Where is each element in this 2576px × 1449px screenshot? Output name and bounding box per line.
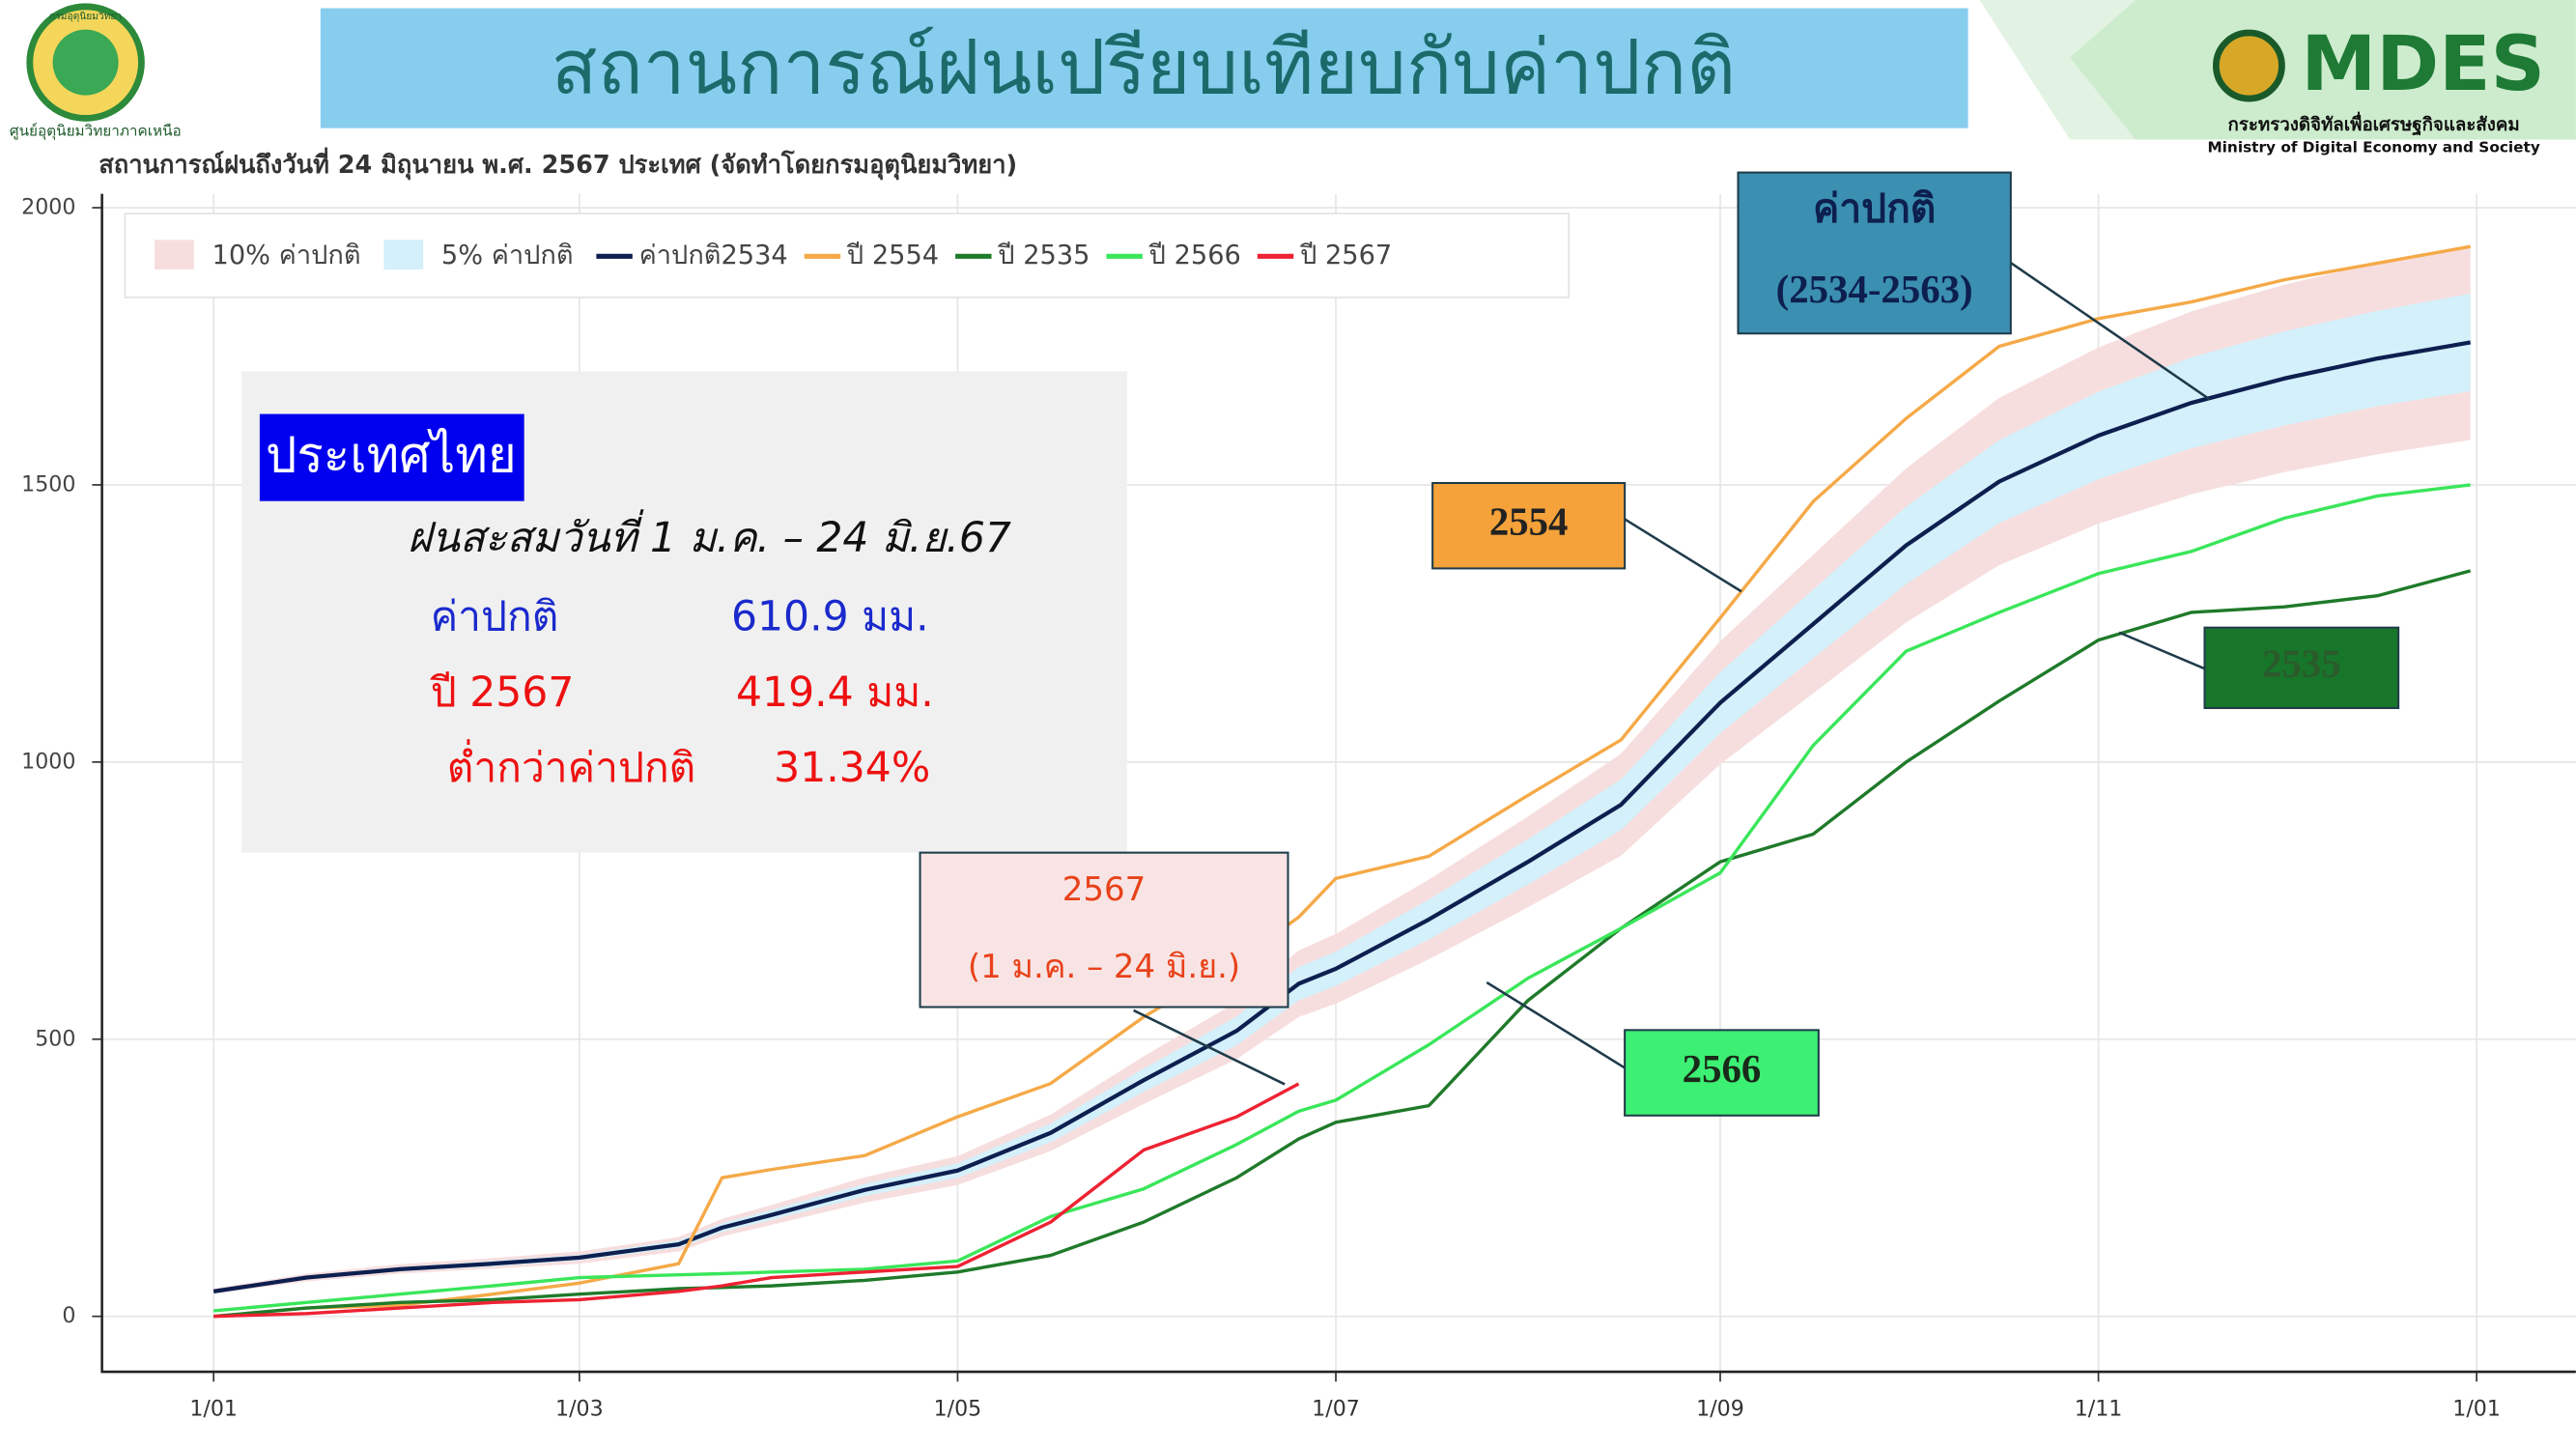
info-value: 31.34%	[774, 745, 930, 792]
y-tick-label: 2000	[21, 195, 75, 220]
x-tick-label: 1/01	[189, 1397, 238, 1422]
series-line	[213, 569, 2472, 1319]
header-decor	[2070, 0, 2576, 140]
legend-label: ปี 2535	[998, 241, 1090, 270]
legend-swatch	[383, 240, 424, 270]
info-label: ต่ำกว่าค่าปกติ	[447, 739, 696, 792]
x-tick-label: 1/11	[2075, 1397, 2123, 1422]
y-tick-label: 500	[35, 1026, 75, 1051]
legend-label: 10% ค่าปกติ	[212, 241, 361, 270]
info-value: 419.4 มม.	[736, 669, 934, 717]
series-line	[213, 483, 2471, 1313]
right-logo-english: Ministry of Digital Economy and Society	[2207, 139, 2539, 156]
x-tick-label: 1/03	[555, 1397, 604, 1422]
right-logo-thai: กระทรวงดิจิทัลเพื่อเศรษฐกิจและสังคม	[2228, 111, 2520, 136]
chart-title: สถานการณ์ฝนถึงวันที่ 24 มิถุนายน พ.ศ. 25…	[99, 147, 1017, 181]
legend-label: 5% ค่าปกติ	[441, 241, 574, 270]
legend-swatch	[155, 240, 194, 270]
info-region: ประเทศไทย	[266, 427, 517, 484]
legend-items: 10% ค่าปกติ 5% ค่าปกติ ค่าปกติ2534 ปี 2554 ป…	[155, 240, 1392, 270]
legend-label: ปี 2554	[847, 241, 940, 270]
right-logo-emblem	[2212, 29, 2285, 102]
axes	[100, 193, 2576, 1374]
annotation-leader	[1624, 518, 1742, 593]
legend-label: ปี 2566	[1148, 241, 1241, 270]
info-value: 610.9 มม.	[731, 594, 929, 641]
annotation-box	[1624, 1029, 1820, 1117]
left-logo-center	[52, 29, 119, 96]
x-tick-label: 1/09	[1696, 1397, 1744, 1422]
right-logo-mark: MDES	[2301, 20, 2545, 108]
left-logo-text: ศูนย์อุตุนิยมวิทยาภาคเหนือ	[10, 123, 182, 141]
annotations: ค่าปกติ (2534-2563) 2554 2535 2566 2567 (1 ม.ค…	[919, 171, 2400, 1117]
legend	[124, 213, 1571, 298]
legend-label: ค่าปกติ2534	[639, 241, 788, 270]
annotation-text: 2535	[2262, 642, 2341, 686]
annotation-text: (2534-2563)	[1776, 268, 1973, 311]
annotation-leader	[1133, 1009, 1286, 1086]
region-box	[259, 413, 524, 501]
annotation-box	[1737, 171, 2012, 335]
legend-label: ปี 2567	[1300, 241, 1393, 270]
info-label: ค่าปกติ	[431, 594, 559, 641]
left-logo-text: กรมอุตุนิยมวิทยา	[49, 11, 122, 22]
annotation-text: (1 ม.ค. – 24 มิ.ย.)	[968, 948, 1240, 986]
annotation-leader	[1486, 980, 1626, 1069]
x-tick-label: 1/07	[1312, 1397, 1360, 1422]
annotation-box	[919, 851, 1289, 1009]
annotation-text: 2554	[1489, 500, 1569, 544]
x-tick-label: 1/01	[2452, 1397, 2501, 1422]
y-tick-label: 0	[62, 1303, 75, 1328]
y-tick-label: 1000	[21, 749, 75, 774]
annotation-leader	[2010, 262, 2211, 401]
annotation-text: 2567	[1062, 870, 1146, 909]
series-line	[212, 340, 2472, 1293]
annotation-box	[2203, 626, 2400, 710]
info-period: ฝนสะสมวันที่ 1 ม.ค. – 24 มิ.ย.67	[408, 509, 1011, 562]
annotation-box	[1431, 481, 1627, 570]
annotation-text: 2566	[1683, 1047, 1762, 1091]
annotation-text: ค่าปกติ	[1813, 187, 1936, 231]
title: สถานการณ์ฝนเปรียบเทียบกับค่าปกติ	[552, 23, 1736, 111]
info-label: ปี 2567	[430, 669, 575, 717]
x-tick-label: 1/05	[934, 1397, 982, 1422]
y-tick-label: 1500	[21, 471, 75, 497]
series-line	[213, 1082, 1300, 1319]
title-banner	[320, 8, 1968, 128]
annotation-leader	[2118, 631, 2205, 670]
